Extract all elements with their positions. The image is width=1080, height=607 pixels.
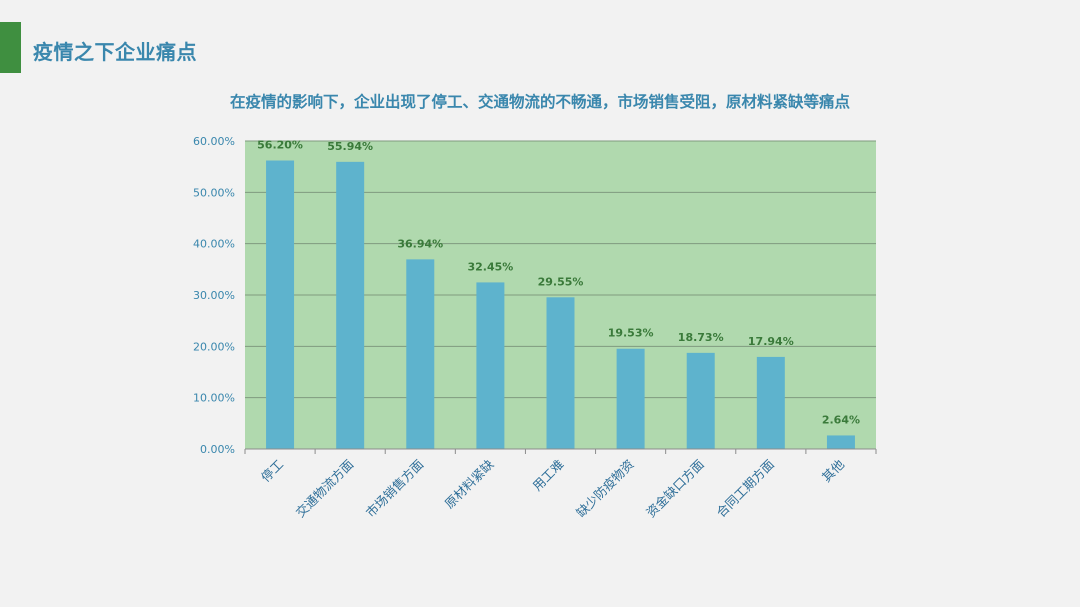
category-label: 缺少防疫物资 bbox=[573, 457, 637, 521]
y-tick-label: 30.00% bbox=[193, 289, 235, 302]
bar-series bbox=[266, 160, 855, 450]
category-label: 交通物流方面 bbox=[293, 457, 357, 521]
data-label: 55.94% bbox=[327, 140, 373, 153]
x-axis-ticks bbox=[244, 449, 877, 454]
bar bbox=[616, 348, 645, 449]
category-label: 合同工期方面 bbox=[713, 457, 777, 521]
bar bbox=[546, 297, 575, 449]
category-label: 用工难 bbox=[529, 457, 566, 494]
bar bbox=[756, 356, 785, 449]
category-label: 资金缺口方面 bbox=[643, 457, 707, 521]
data-labels: 56.20% 55.94% 36.94% 32.45% 29.55% 19.53% 18.7… bbox=[257, 139, 860, 427]
data-label: 17.94% bbox=[748, 335, 794, 348]
bar bbox=[826, 435, 855, 449]
data-label: 19.53% bbox=[608, 327, 654, 340]
y-tick-label: 20.00% bbox=[193, 340, 235, 353]
data-label: 36.94% bbox=[397, 237, 443, 250]
y-tick-label: 40.00% bbox=[193, 238, 235, 251]
bar bbox=[476, 282, 505, 449]
y-tick-label: 0.00% bbox=[200, 443, 235, 456]
category-label: 市场销售方面 bbox=[363, 457, 427, 521]
data-label: 32.45% bbox=[467, 260, 513, 273]
category-label: 其他 bbox=[819, 456, 848, 485]
data-label: 29.55% bbox=[538, 275, 584, 288]
y-tick-label: 50.00% bbox=[193, 186, 235, 199]
data-label: 2.64% bbox=[822, 413, 860, 426]
y-tick-label: 10.00% bbox=[193, 392, 235, 405]
x-axis-tick-labels: 停工 交通物流方面 市场销售方面 原材料紧缺 用工难 缺少防疫物资 资金缺口方面 合同工期方面… bbox=[258, 456, 848, 520]
bar bbox=[266, 160, 295, 450]
bar bbox=[406, 259, 435, 449]
category-label: 原材料紧缺 bbox=[442, 456, 497, 511]
page-title: 疫情之下企业痛点 bbox=[33, 40, 197, 64]
data-label: 18.73% bbox=[678, 331, 724, 344]
bar bbox=[336, 161, 365, 449]
bar bbox=[686, 352, 715, 449]
chart-title: 在疫情的影响下，企业出现了停工、交通物流的不畅通，市场销售受阻，原材料紧缺等痛点 bbox=[229, 93, 850, 111]
y-tick-label: 60.00% bbox=[193, 135, 235, 148]
data-label: 56.20% bbox=[257, 139, 303, 152]
category-label: 停工 bbox=[258, 457, 286, 485]
title-accent-bar bbox=[0, 22, 21, 73]
y-axis-tick-labels: 0.00% 10.00% 20.00% 30.00% 40.00% 50.00% 60.00… bbox=[193, 135, 235, 456]
